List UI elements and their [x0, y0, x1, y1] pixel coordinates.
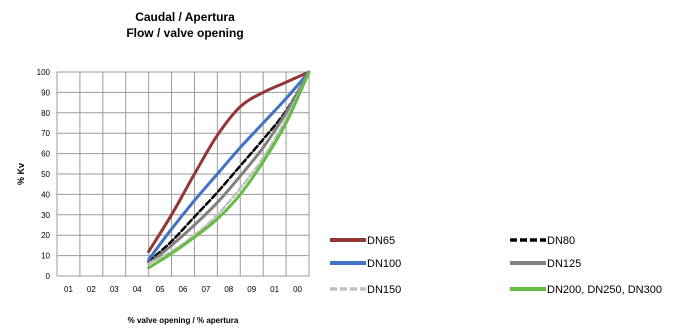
series-line-dn150 [147, 70, 311, 266]
y-tick-label: 100 [37, 68, 51, 77]
y-tick-label: 60 [41, 150, 50, 159]
series-line-dn65 [147, 70, 311, 254]
y-tick-label: 10 [41, 252, 50, 261]
legend-label: DN80 [547, 235, 575, 247]
legend-label: DN125 [547, 258, 581, 270]
x-tick-label: 04 [133, 285, 142, 294]
x-tick-label: 00 [293, 285, 302, 294]
chart-subtitle: Flow / valve opening [126, 26, 244, 40]
y-tick-label: 80 [41, 109, 50, 118]
x-tick-label: 06 [179, 285, 188, 294]
x-axis-label: % valve opening / % apertura [128, 316, 239, 325]
x-tick-label: 03 [110, 285, 119, 294]
y-tick-label: 90 [41, 88, 50, 97]
series-line-dn200-dn250-dn300 [147, 70, 311, 270]
x-tick-label: 02 [87, 285, 96, 294]
x-tick-label: 09 [247, 285, 256, 294]
y-tick-label: 40 [41, 190, 50, 199]
y-tick-label: 30 [41, 211, 50, 220]
legend-label: DN100 [367, 258, 401, 270]
legend-label: DN65 [367, 235, 395, 247]
series-line-dn125 [147, 70, 311, 266]
legend-label: DN150 [367, 284, 401, 296]
y-tick-label: 70 [41, 129, 50, 138]
y-tick-label: 20 [41, 231, 50, 240]
grid [56, 71, 310, 277]
y-tick-label: 0 [46, 272, 51, 281]
y-axis-label: % Kv [16, 163, 26, 185]
chart-title: Caudal / Apertura [135, 10, 235, 24]
y-tick-label: 50 [41, 170, 50, 179]
x-tick-label: 08 [224, 285, 233, 294]
x-tick-label: 01 [270, 285, 279, 294]
series-line-dn100 [147, 70, 311, 262]
x-tick-label: 07 [201, 285, 210, 294]
x-tick-label: 01 [64, 285, 73, 294]
legend-label: DN200, DN250, DN300 [547, 284, 662, 296]
x-tick-label: 05 [156, 285, 165, 294]
